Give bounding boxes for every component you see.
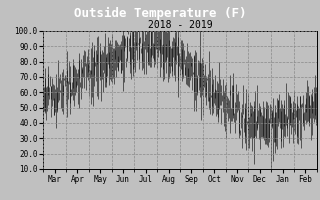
Text: Outside Temperature (F): Outside Temperature (F) [74,6,246,20]
Title: 2018 - 2019: 2018 - 2019 [148,20,212,30]
